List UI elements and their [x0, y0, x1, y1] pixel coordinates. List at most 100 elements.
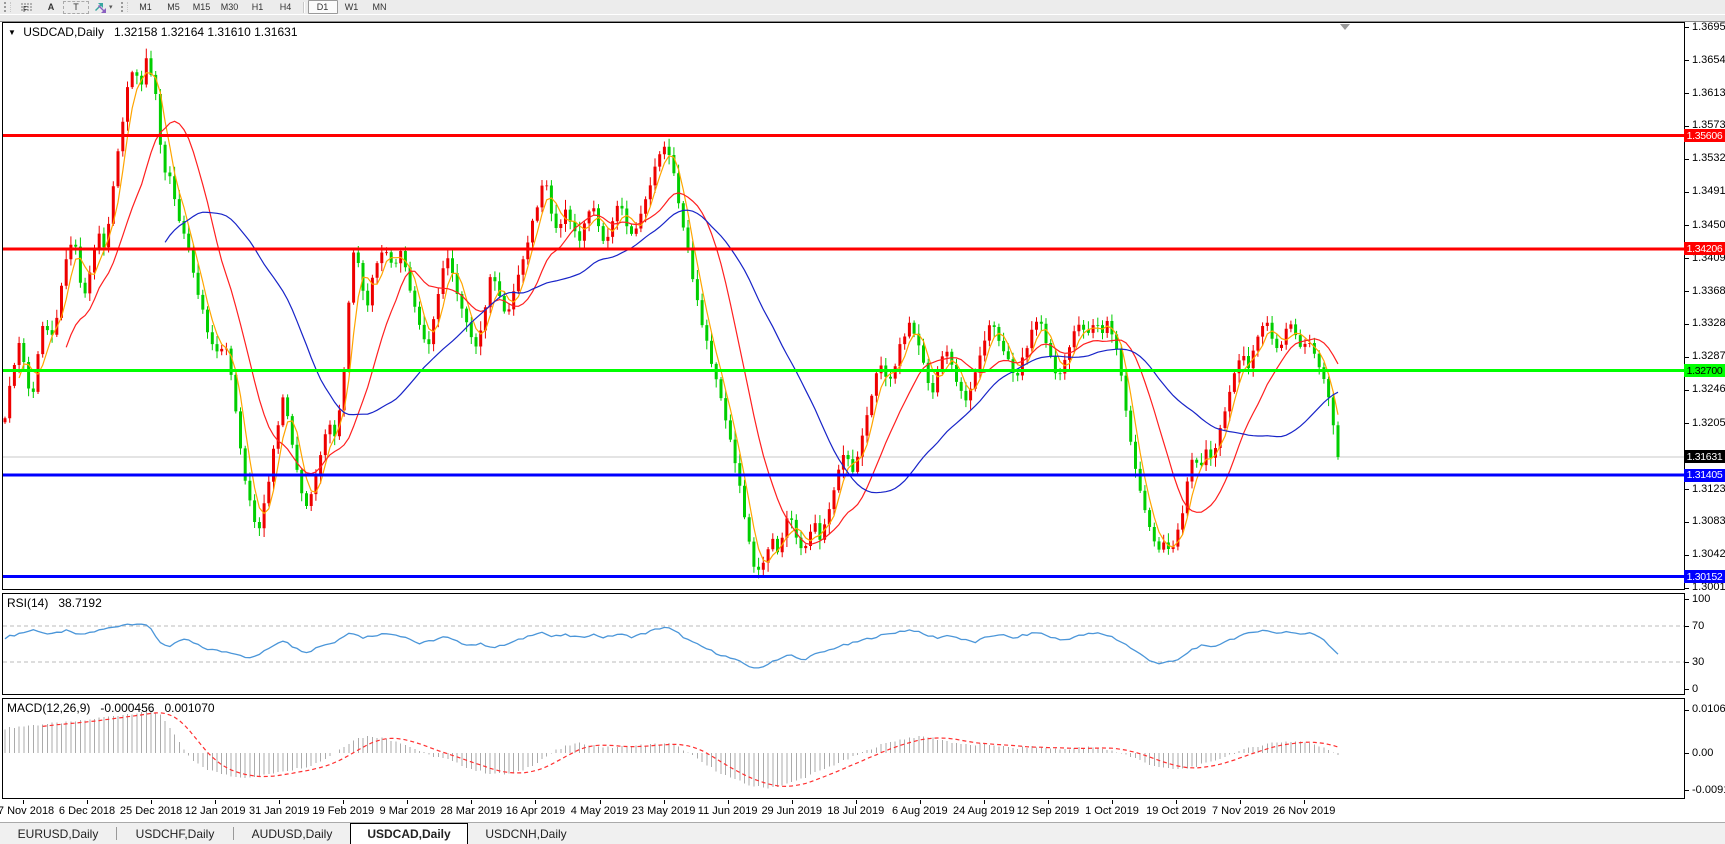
macd-layer	[4, 709, 1339, 789]
date-tick	[87, 800, 89, 804]
date-label: 7 Nov 2019	[1211, 805, 1269, 817]
date-label: 31 Jan 2019	[248, 805, 310, 817]
date-tick	[727, 800, 729, 804]
symbol-tab-usdcnh[interactable]: USDCNH,Daily	[485, 826, 567, 841]
price-tick	[1685, 125, 1689, 127]
price-tick-label: 1.33280	[1692, 317, 1725, 330]
date-label: 25 Dec 2018	[119, 805, 183, 817]
date-label: 6 Dec 2018	[58, 805, 116, 817]
macd-name: MACD(12,26,9)	[7, 701, 91, 715]
price-tag: 1.34206	[1684, 242, 1725, 256]
date-label: 28 Mar 2019	[440, 805, 503, 817]
date-tick	[23, 800, 24, 804]
toolbar-grip[interactable]	[120, 2, 128, 12]
price-tick	[1685, 60, 1689, 62]
timeframe-button-m30[interactable]: M30	[220, 2, 239, 12]
date-label: 19 Oct 2019	[1146, 805, 1207, 817]
price-tick-label: 1.36950	[1692, 20, 1725, 33]
timeframe-button-w1[interactable]: W1	[344, 2, 359, 12]
tab-separator	[233, 827, 234, 840]
date-tick	[535, 800, 537, 804]
macd-tick-label: 0.010615	[1692, 703, 1725, 716]
date-label: 19 Feb 2019	[312, 805, 375, 817]
timeframe-button-m15[interactable]: M15	[192, 2, 211, 12]
rsi-tick	[1685, 599, 1689, 600]
price-tick-label: 1.31230	[1692, 482, 1725, 495]
price-tick	[1685, 521, 1689, 523]
date-tick	[1112, 800, 1114, 804]
fibonacci-tool-icon[interactable]: F	[15, 1, 39, 14]
date-tick	[791, 800, 793, 804]
price-tag: 1.31631	[1684, 450, 1725, 464]
macd-signal-value: 0.001070	[164, 701, 215, 715]
macd-tick-label: 0.00	[1692, 746, 1714, 759]
date-tick	[1176, 800, 1178, 804]
main-chart-layer	[3, 48, 1684, 579]
timeframe-button-m5[interactable]: M5	[167, 2, 180, 12]
price-tick-label: 1.32050	[1692, 416, 1725, 429]
price-tick	[1685, 291, 1689, 293]
price-tick	[1685, 554, 1689, 556]
date-tick	[215, 800, 217, 804]
chart-title: ▼ USDCAD,Daily 1.32158 1.32164 1.31610 1…	[8, 25, 298, 39]
date-label: 18 Jul 2019	[827, 805, 885, 817]
label-tool-icon[interactable]: T	[63, 0, 89, 14]
date-label: 23 May 2019	[631, 805, 696, 817]
date-tick	[279, 800, 281, 804]
rsi-tick-label: 0	[1692, 682, 1699, 695]
toolbar-separator	[302, 1, 305, 13]
date-tick	[1240, 800, 1242, 804]
date-label: 26 Nov 2019	[1272, 805, 1336, 817]
window-separator	[0, 14, 1725, 22]
date-label: 6 Aug 2019	[891, 805, 948, 817]
price-tick-label: 1.35730	[1692, 119, 1725, 132]
date-label: 12 Sep 2019	[1016, 805, 1080, 817]
price-tick	[1685, 356, 1689, 358]
date-tick	[151, 800, 153, 804]
macd-tick	[1685, 753, 1689, 754]
symbol-tab-eurusd[interactable]: EURUSD,Daily	[17, 826, 99, 841]
svg-text:F: F	[23, 5, 28, 13]
rsi-tick-label: 30	[1692, 655, 1705, 668]
price-tick	[1685, 158, 1689, 160]
date-label: 24 Aug 2019	[952, 805, 1015, 817]
toolbar-grip[interactable]	[4, 2, 11, 12]
date-tick	[663, 800, 665, 804]
fibonacci-tool-icon: F	[21, 3, 33, 13]
price-tick	[1685, 27, 1689, 28]
date-label: 4 May 2019	[570, 805, 629, 817]
timeframe-button-d1[interactable]: D1	[307, 0, 338, 14]
price-tick	[1685, 323, 1689, 325]
ohlc-values: 1.32158 1.32164 1.31610 1.31631	[113, 25, 298, 39]
date-tick	[343, 800, 345, 804]
rsi-tick	[1685, 662, 1689, 663]
price-tick	[1685, 389, 1689, 391]
symbol-tab-audusd[interactable]: AUDUSD,Daily	[251, 826, 333, 841]
date-tick	[407, 800, 409, 804]
rsi-tick-label: 100	[1692, 592, 1711, 605]
timeframe-button-h1[interactable]: H1	[251, 2, 264, 12]
arrows-tool-icon[interactable]: ▾	[89, 1, 117, 14]
timeframe-button-h4[interactable]: H4	[279, 2, 292, 12]
rsi-tick	[1685, 626, 1689, 627]
text-tool-icon[interactable]: A	[47, 2, 55, 12]
price-tag: 1.32700	[1684, 364, 1725, 378]
date-label: 1 Oct 2019	[1085, 805, 1139, 817]
timeframe-button-m1[interactable]: M1	[139, 2, 152, 12]
price-tick-label: 1.32460	[1692, 383, 1725, 396]
macd-tick-label: -0.009185	[1692, 783, 1725, 796]
chart-shift-marker-icon[interactable]	[1340, 24, 1350, 30]
timeframe-button-mn[interactable]: MN	[372, 2, 387, 12]
date-label: 12 Jan 2019	[184, 805, 246, 817]
price-tick-label: 1.35320	[1692, 152, 1725, 165]
tab-separator	[116, 827, 117, 840]
date-tick	[471, 800, 473, 804]
rsi-tick	[1685, 689, 1689, 690]
date-label: 9 Mar 2019	[379, 805, 436, 817]
chevron-down-icon: ▾	[109, 4, 113, 11]
symbol-dropdown-icon[interactable]: ▼	[8, 28, 16, 37]
macd-tick	[1685, 709, 1689, 711]
symbol-tab-usdchf[interactable]: USDCHF,Daily	[135, 826, 215, 841]
symbol-tab-usdcad[interactable]: USDCAD,Daily	[350, 823, 468, 844]
